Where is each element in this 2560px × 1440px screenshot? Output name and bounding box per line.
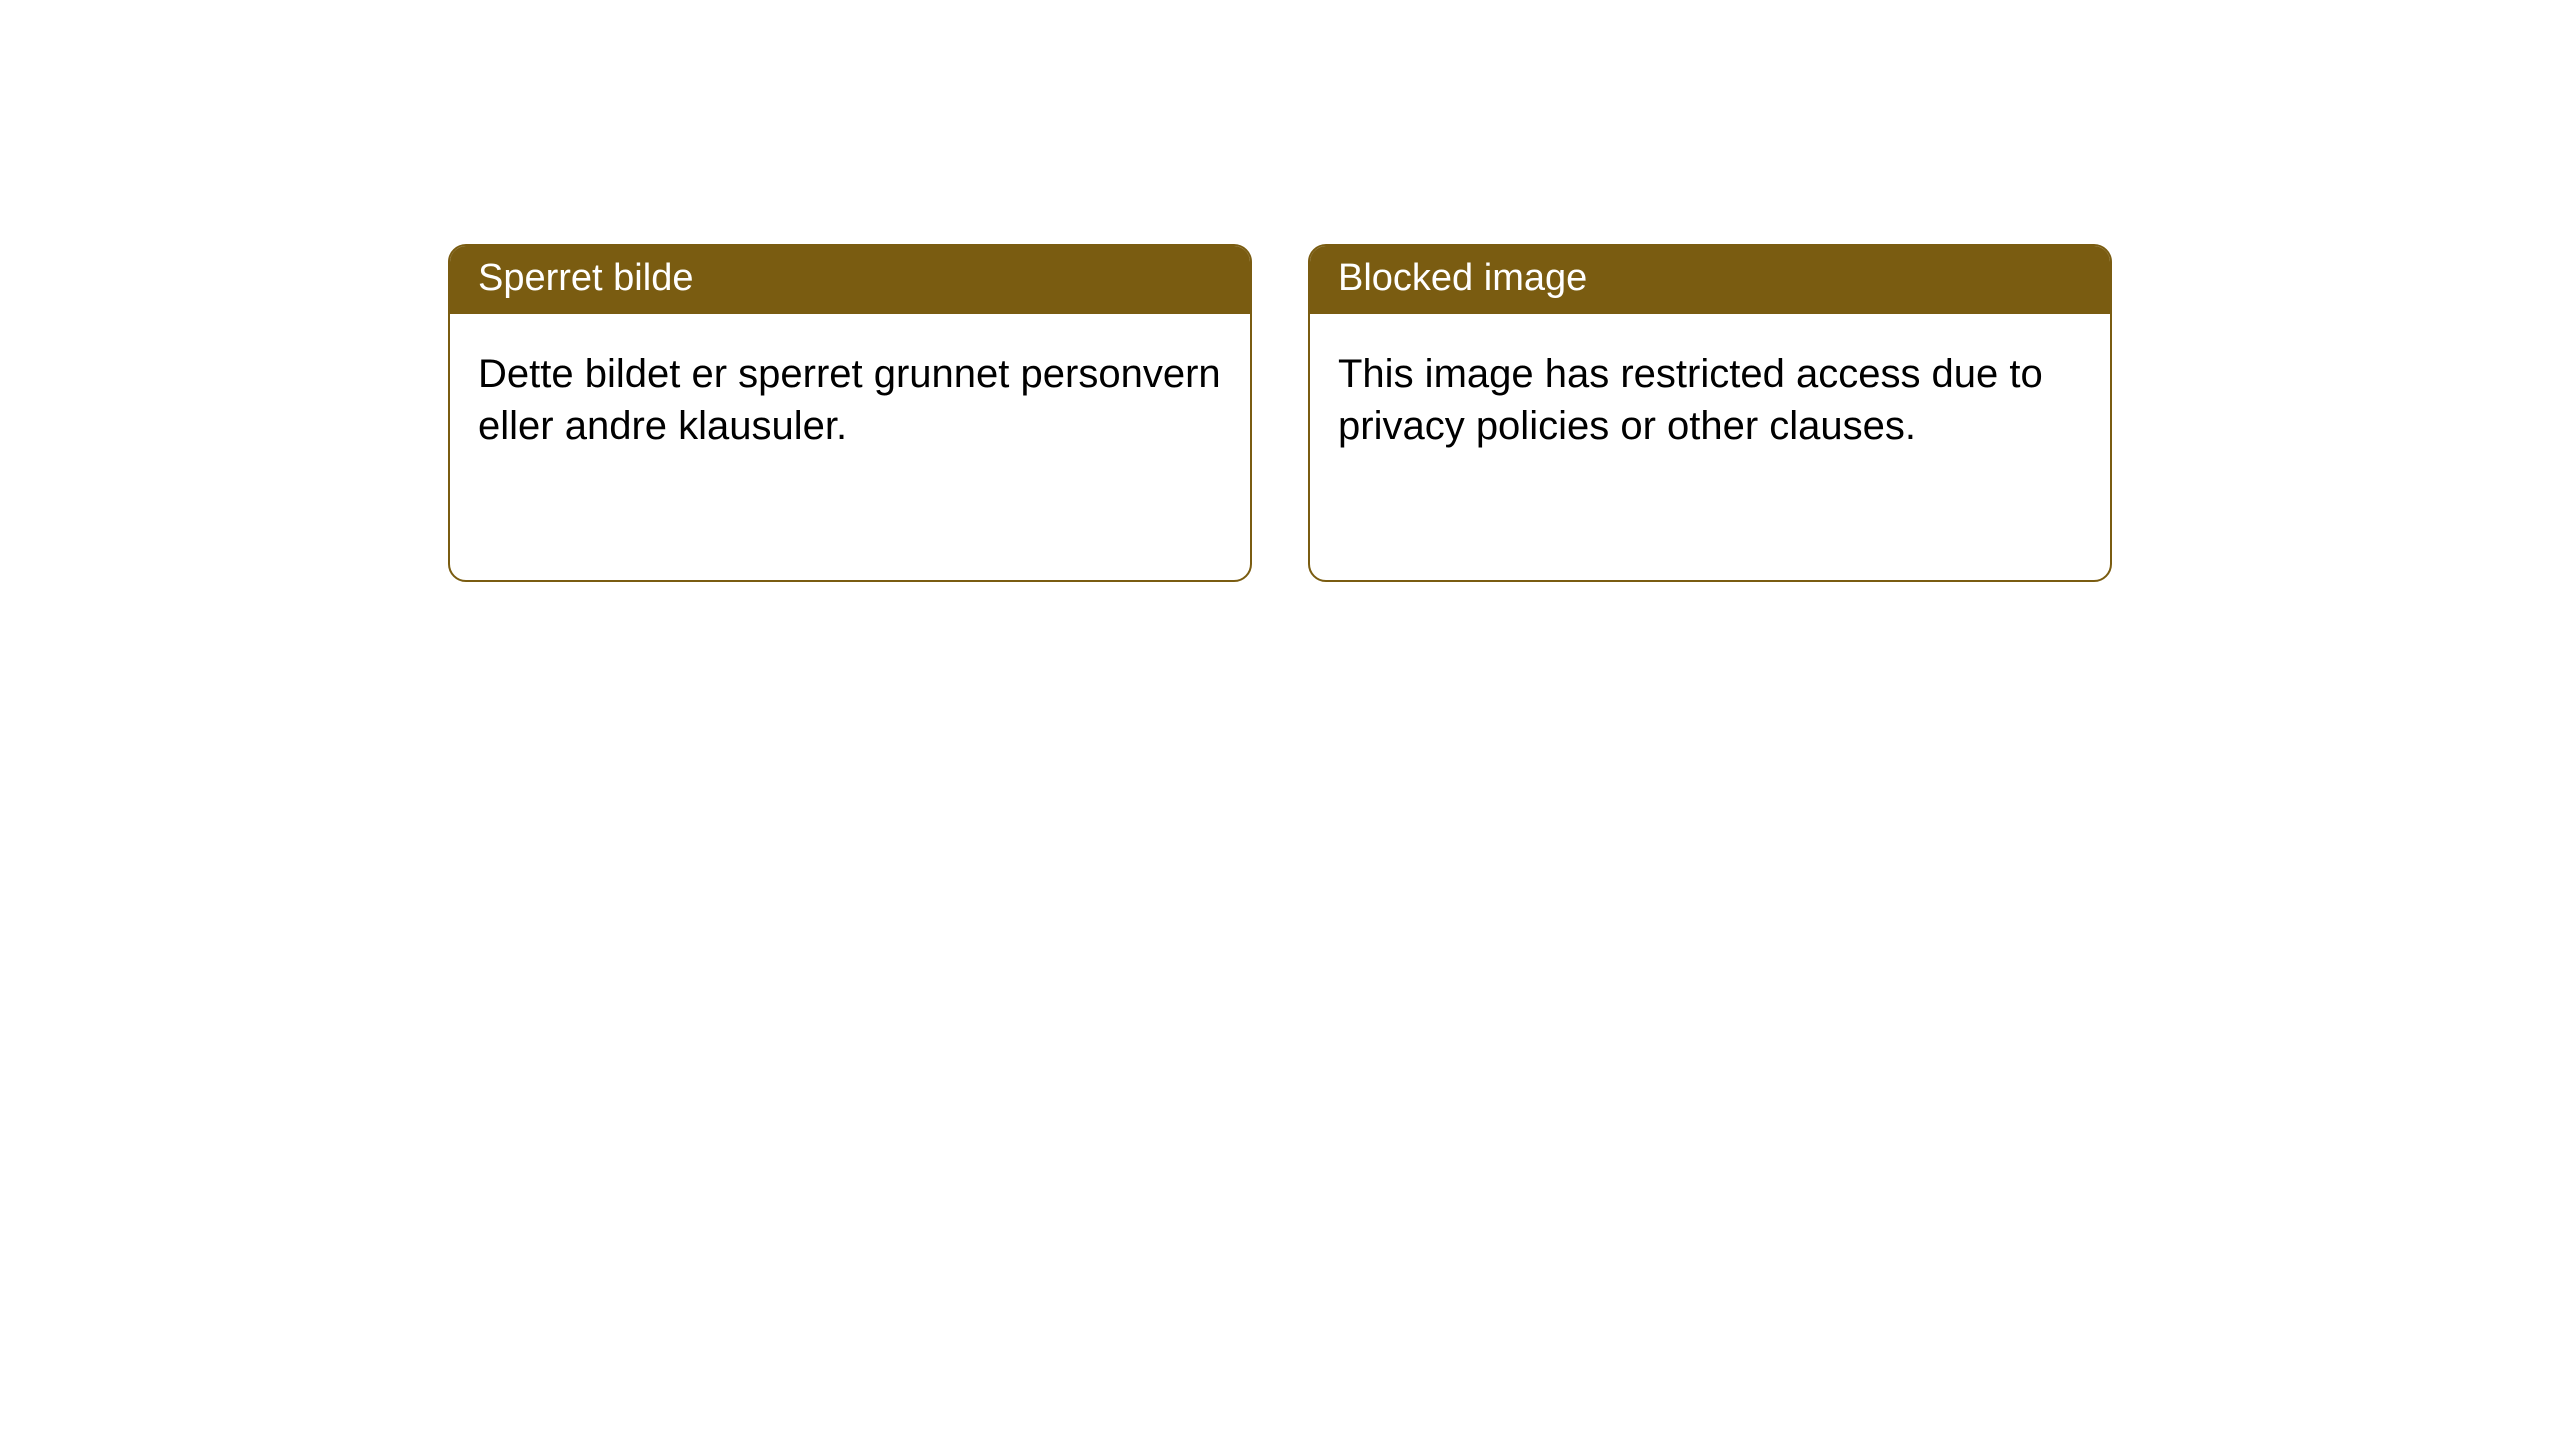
blocked-image-card-en: Blocked image This image has restricted …: [1308, 244, 2112, 582]
card-header: Blocked image: [1310, 246, 2110, 314]
card-header: Sperret bilde: [450, 246, 1250, 314]
blocked-image-card-no: Sperret bilde Dette bildet er sperret gr…: [448, 244, 1252, 582]
card-body: This image has restricted access due to …: [1310, 314, 2110, 480]
card-body: Dette bildet er sperret grunnet personve…: [450, 314, 1250, 480]
card-title: Sperret bilde: [478, 257, 693, 299]
card-body-text: This image has restricted access due to …: [1338, 352, 2043, 448]
card-title: Blocked image: [1338, 257, 1587, 299]
card-body-text: Dette bildet er sperret grunnet personve…: [478, 352, 1221, 448]
cards-container: Sperret bilde Dette bildet er sperret gr…: [0, 0, 2560, 582]
